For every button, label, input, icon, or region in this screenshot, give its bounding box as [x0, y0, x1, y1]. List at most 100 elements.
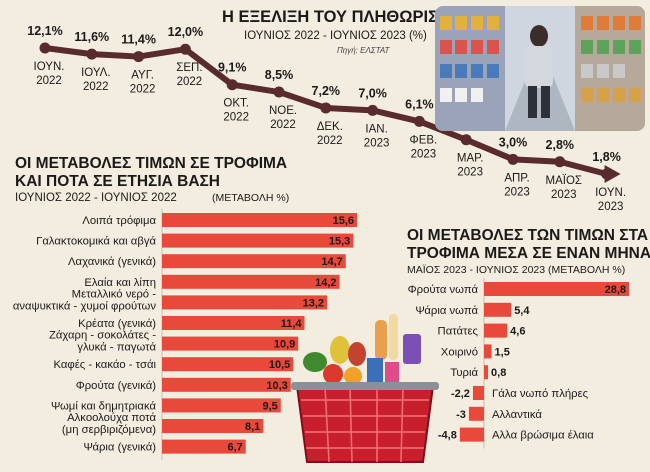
annual-category-label: Λοιπά τρόφιμα	[82, 215, 156, 227]
monthly-period: ΜΑΪΟΣ 2023 - ΙΟΥΝΙΟΣ 2023 (ΜΕΤΑΒΟΛΗ %)	[407, 264, 626, 276]
inflation-value-label: 7,2%	[312, 84, 341, 98]
monthly-bar	[484, 302, 512, 317]
inflation-point	[507, 153, 519, 165]
monthly-bar	[468, 406, 484, 421]
inflation-point	[460, 134, 472, 146]
monthly-bar-value: -3	[456, 409, 466, 421]
inflation-year-label: 2022	[223, 112, 249, 124]
shopping-basket-illustration	[291, 314, 439, 463]
monthly-bar-value: 0,8	[491, 367, 506, 379]
monthly-bar-value: -2,2	[451, 388, 470, 400]
monthly-title-line2: ΤΡΟΦΙΜΑ ΜΕΣΑ ΣΕ ΕΝΑΝ ΜΗΝΑ	[407, 245, 650, 262]
monthly-category-label: Γάλα νωπό πλήρες	[492, 388, 589, 400]
inflation-point	[179, 43, 191, 55]
annual-category-label: Λαχανικά (γενικά)	[68, 256, 156, 268]
annual-bar	[162, 439, 246, 454]
annual-bar-value: 15,6	[333, 215, 354, 227]
monthly-bar	[484, 365, 489, 380]
inflation-month-label: ΟΚΤ.	[223, 98, 249, 110]
inflation-month-label: ΙΟΥΛ.	[81, 67, 110, 79]
inflation-month-label: ΑΥΓ.	[131, 70, 154, 82]
monthly-bar-value: 28,8	[605, 284, 626, 296]
inflation-month-label: ΙΑΝ.	[365, 123, 387, 135]
annual-bar	[162, 254, 346, 269]
annual-unit: (ΜΕΤΑΒΟΛΗ %)	[212, 192, 290, 204]
annual-category-label: Αλκοολούχα ποτά	[67, 412, 156, 424]
inflation-point	[273, 86, 285, 98]
inflation-value-label: 11,6%	[74, 30, 109, 44]
inflation-year-label: 2023	[457, 167, 483, 179]
annual-bar-value: 14,2	[315, 277, 336, 289]
annual-title-line2: ΚΑΙ ΠΟΤΑ ΣΕ ΕΤΗΣΙΑ ΒΑΣΗ	[15, 173, 221, 190]
annual-category-label: Γαλακτοκομικά και αβγά	[36, 236, 156, 248]
monthly-bar-value: 1,5	[495, 346, 510, 358]
inflation-point	[413, 115, 425, 127]
inflation-point	[601, 168, 613, 180]
annual-category-label: Κρέατα (γενικά)	[78, 318, 156, 330]
inflation-year-label: 2022	[317, 135, 343, 147]
annual-category-label: Φρούτα (γενικά)	[76, 380, 157, 392]
inflation-year-label: 2022	[270, 119, 296, 131]
annual-bar-value: 14,7	[321, 256, 342, 268]
monthly-bar	[484, 323, 508, 338]
annual-bar	[162, 336, 299, 351]
monthly-bar	[459, 427, 484, 442]
annual-bar-value: 10,9	[274, 339, 295, 351]
monthly-category-label: Ψάρια νωπά	[415, 305, 478, 317]
inflation-value-label: 12,0%	[168, 25, 203, 39]
annual-bar	[162, 377, 291, 392]
inflation-value-label: 8,5%	[265, 68, 294, 82]
inflation-value-label: 2,8%	[546, 138, 575, 152]
annual-bar-value: 11,4	[281, 318, 303, 330]
annual-bar	[162, 295, 327, 310]
annual-bar-value: 13,2	[303, 297, 324, 309]
annual-bar	[162, 316, 305, 330]
annual-bar	[162, 357, 294, 372]
monthly-category-label: Τυριά	[450, 367, 478, 379]
inflation-subtitle: ΙΟΥΝΙΟΣ 2022 - ΙΟΥΝΙΟΣ 2023 (%)	[244, 30, 427, 42]
monthly-title-line1: ΟΙ ΜΕΤΑΒΟΛΕΣ ΤΩΝ ΤΙΜΩΝ ΣΤΑ	[407, 227, 649, 244]
inflation-month-label: ΦΕΒ.	[410, 134, 438, 146]
monthly-category-label: Αλλα βρώσιμα έλαια	[492, 430, 594, 442]
annual-bar	[162, 213, 357, 227]
inflation-year-label: 2023	[598, 201, 624, 213]
inflation-month-label: ΙΟΥΝ.	[34, 61, 65, 73]
annual-category-label: Καφές - κακάο - τσάι	[54, 359, 157, 371]
inflation-point	[39, 42, 51, 54]
inflation-point	[367, 104, 379, 116]
monthly-category-label: Χοιρινό	[441, 346, 478, 358]
supermarket-photo	[435, 6, 645, 131]
annual-bar	[162, 419, 264, 433]
inflation-point	[226, 79, 238, 91]
annual-bar-value: 15,3	[329, 236, 350, 248]
inflation-year-label: 2023	[364, 137, 390, 149]
inflation-value-label: 1,8%	[592, 150, 621, 164]
inflation-month-label: ΝΟΕ.	[269, 105, 297, 117]
monthly-bar	[484, 344, 492, 359]
inflation-value-label: 6,1%	[405, 97, 434, 111]
inflation-year-label: 2022	[130, 84, 156, 96]
inflation-year-label: 2023	[504, 186, 530, 198]
inflation-month-label: ΙΟΥΝ.	[595, 187, 626, 199]
inflation-month-label: ΑΠΡ.	[504, 172, 529, 184]
annual-bar	[162, 398, 281, 413]
inflation-value-label: 9,1%	[218, 61, 247, 75]
inflation-point	[133, 51, 145, 63]
inflation-year-label: 2022	[83, 81, 109, 93]
inflation-value-label: 12,1%	[27, 24, 62, 38]
inflation-year-label: 2022	[177, 76, 203, 88]
inflation-point	[320, 102, 332, 114]
monthly-bar-value: 5,4	[514, 305, 530, 317]
inflation-title: Η ΕΞΕΛΙΞΗ ΤΟΥ ΠΛΗΘΩΡΙΣΜΟΥ	[222, 8, 476, 26]
inflation-year-label: 2023	[551, 189, 577, 201]
monthly-category-label: Αλλαντικά	[492, 409, 542, 421]
monthly-bar	[484, 282, 629, 296]
annual-bar-value: 6,7	[227, 442, 242, 454]
inflation-month-label: ΣΕΠ.	[176, 62, 202, 74]
monthly-category-label: Φρούτα νωπά	[408, 284, 479, 296]
annual-title-line1: ΟΙ ΜΕΤΑΒΟΛΕΣ ΤΙΜΩΝ ΣΕ ΤΡΟΦΙΜΑ	[15, 155, 288, 172]
inflation-value-label: 7,0%	[358, 86, 387, 100]
inflation-year-label: 2023	[411, 148, 437, 160]
